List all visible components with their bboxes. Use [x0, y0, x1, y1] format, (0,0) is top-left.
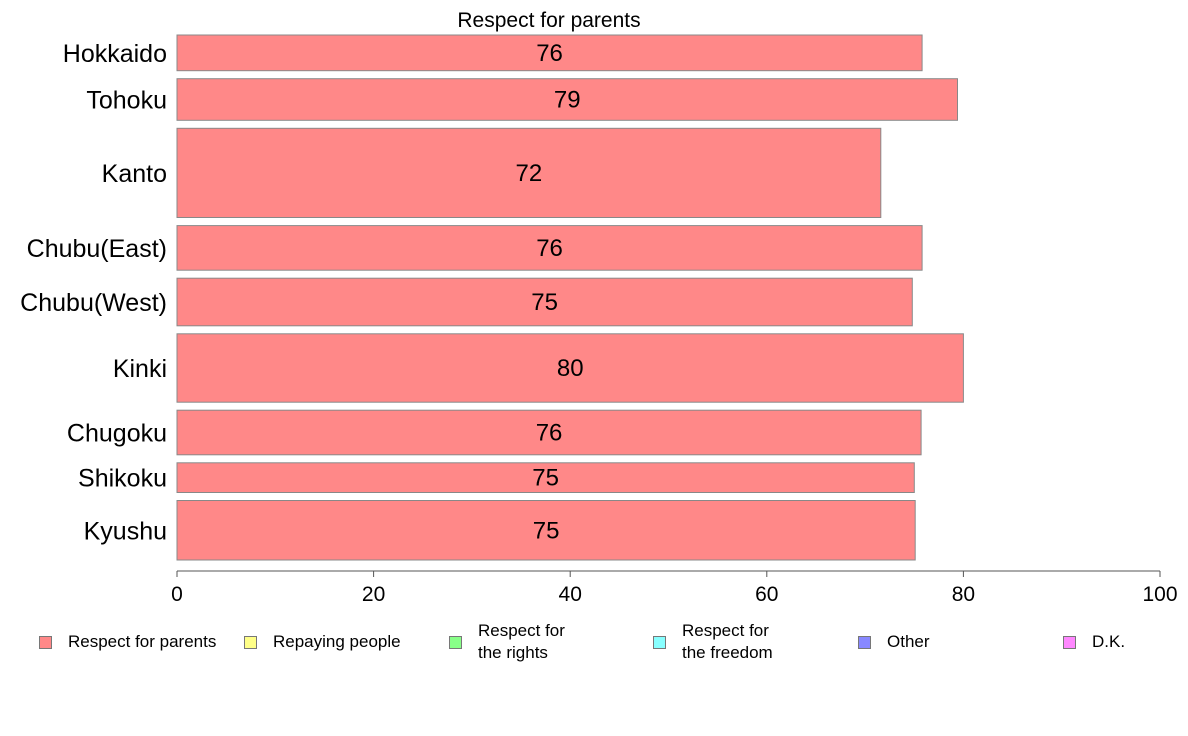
category-label: Chubu(East) — [27, 235, 167, 263]
legend-item-respect-for-the-freedom: Respect for the freedom — [653, 618, 773, 666]
category-label: Hokkaido — [63, 40, 167, 68]
legend-item-respect-for-the-rights: Respect for the rights — [449, 618, 565, 666]
data-label: 75 — [533, 517, 560, 544]
category-label: Chubu(West) — [20, 289, 167, 317]
bar-kyushu — [176, 500, 916, 561]
data-label: 76 — [536, 40, 563, 67]
bar-kanto — [176, 127, 882, 218]
bar-chubu-west — [176, 277, 913, 327]
data-label: 76 — [536, 419, 563, 446]
legend-label: Other — [887, 632, 930, 651]
category-label: Kanto — [102, 160, 167, 188]
bar-hokkaido — [176, 34, 923, 72]
legend-swatch — [244, 635, 257, 649]
bar-chart: Respect for parents 76 Hokkaido 79 Tohoku 72… — [20, 9, 1178, 606]
data-label: 79 — [554, 87, 581, 114]
legend-swatch — [39, 635, 52, 649]
legend-label: Respect for parents — [68, 632, 217, 651]
legend-item-respect-for-parents: Respect for parents — [39, 618, 216, 666]
category-label: Tohoku — [86, 87, 167, 115]
chart-title: Respect for parents — [457, 9, 640, 32]
x-tick-label: 60 — [755, 583, 778, 606]
data-label: 72 — [516, 160, 543, 187]
x-tick-label: 40 — [559, 583, 582, 606]
legend-label: D.K. — [1092, 632, 1126, 651]
bar-chugoku — [176, 409, 922, 456]
legend-item-dk: D.K. — [1063, 618, 1125, 666]
bar-kinki — [176, 333, 964, 403]
category-label: Kyushu — [84, 517, 167, 545]
data-label: 76 — [536, 235, 563, 262]
legend-swatch — [858, 635, 871, 649]
legend-label: Respect for the freedom — [682, 621, 773, 662]
legend-swatch — [653, 635, 666, 649]
bar-chubu-east — [176, 225, 923, 271]
legend-item-repaying-people: Repaying people — [244, 618, 401, 666]
legend: Respect for parents Repaying people Resp… — [0, 618, 1188, 668]
category-label: Kinki — [113, 355, 167, 383]
legend-swatch — [449, 635, 462, 649]
data-label: 75 — [531, 289, 558, 316]
legend-label: Respect for the rights — [478, 621, 565, 662]
category-label: Chugoku — [67, 419, 167, 447]
legend-label: Repaying people — [273, 632, 401, 651]
x-tick-label: 100 — [1142, 583, 1177, 606]
data-label: 75 — [532, 465, 559, 492]
x-tick-label: 80 — [952, 583, 975, 606]
data-label: 80 — [557, 355, 584, 382]
category-label: Shikoku — [78, 465, 167, 493]
bar-shikoku — [176, 462, 915, 493]
x-axis: 0 20 40 60 80 100 — [171, 570, 1178, 606]
legend-swatch — [1063, 635, 1076, 649]
bars-group: 76 Hokkaido 79 Tohoku 72 Kanto 76 Chubu(East) 75… — [20, 34, 964, 561]
bar-tohoku — [176, 78, 958, 121]
x-tick-label: 0 — [171, 583, 183, 606]
legend-item-other: Other — [858, 618, 930, 666]
x-tick-label: 20 — [362, 583, 385, 606]
